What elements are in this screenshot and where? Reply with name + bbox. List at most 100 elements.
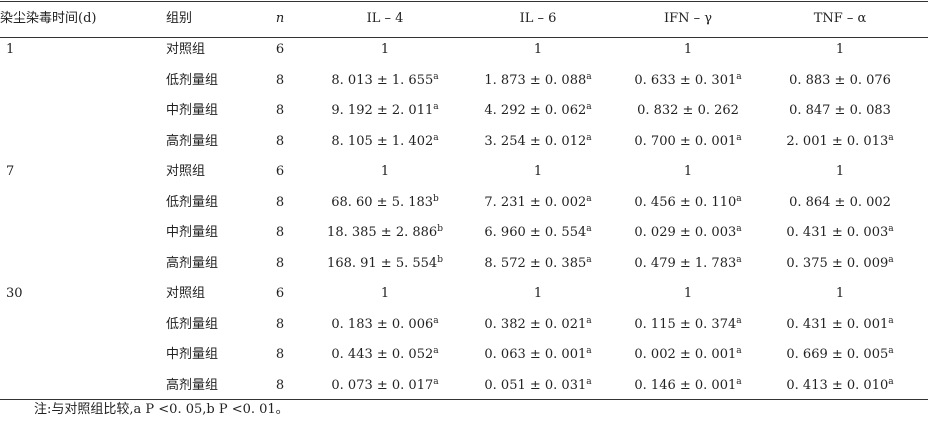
cell-value: 0. 431 ± 0. 003	[786, 225, 889, 240]
table-cell: 0. 115 ± 0. 374a	[634, 316, 741, 334]
table-cell: 8. 105 ± 1. 402a	[331, 133, 438, 151]
significance-mark: a	[433, 376, 439, 387]
table-cell: 高剂量组	[166, 133, 219, 149]
table-cell: 0. 669 ± 0. 005a	[786, 346, 893, 364]
significance-mark: a	[888, 254, 894, 265]
cell-value: 0. 413 ± 0. 010	[786, 377, 889, 393]
cell-value: 68. 60 ± 5. 183	[331, 194, 434, 210]
cell-value: 8. 105 ± 1. 402	[331, 133, 434, 149]
significance-mark: a	[736, 71, 742, 82]
table-cell: 68. 60 ± 5. 183b	[331, 194, 439, 212]
table-cell: 0. 864 ± 0. 002	[789, 194, 891, 210]
cell-value: 9. 192 ± 2. 011	[331, 103, 434, 118]
significance-mark: a	[888, 315, 894, 326]
cell-value: 0. 073 ± 0. 017	[331, 377, 434, 393]
table-cell: 0. 700 ± 0. 001a	[634, 133, 741, 151]
cell-value: 0. 669 ± 0. 005	[786, 347, 889, 362]
significance-mark: a	[433, 346, 439, 356]
significance-mark: a	[433, 102, 439, 112]
table-cell: 8	[275, 316, 285, 332]
cell-value: 8. 013 ± 1. 655	[331, 72, 434, 88]
significance-mark: a	[586, 102, 592, 112]
table-cell: 低剂量组	[166, 316, 219, 332]
significance-mark: a	[736, 224, 742, 234]
significance-mark: a	[888, 346, 894, 356]
header-cell: 组别	[166, 11, 193, 26]
cell-value: 3. 254 ± 0. 012	[484, 133, 587, 149]
cell-value: 168. 91 ± 5. 554	[327, 255, 438, 271]
significance-mark: a	[586, 315, 592, 326]
table-cell: 0. 183 ± 0. 006a	[331, 316, 438, 334]
significance-mark: b	[437, 224, 443, 234]
table-cell: 1	[533, 42, 543, 57]
table-cell: 1	[380, 164, 390, 179]
table-cell: 0. 073 ± 0. 017a	[331, 377, 438, 395]
table-cell: 0. 431 ± 0. 001a	[786, 316, 893, 334]
table-cell: 中剂量组	[166, 103, 219, 118]
table-cell: 8	[275, 72, 285, 88]
header-cell: IL – 6	[519, 11, 557, 26]
cell-value: 0. 633 ± 0. 301	[634, 72, 737, 88]
significance-mark: a	[736, 132, 742, 143]
table-cell: 8. 013 ± 1. 655a	[331, 72, 438, 90]
table-cell: 1	[380, 286, 390, 301]
cell-value: 8. 572 ± 0. 385	[484, 255, 587, 271]
table-cell: 1	[380, 42, 390, 57]
cell-value: 0. 456 ± 0. 110	[634, 194, 737, 210]
table-cell: 高剂量组	[166, 377, 219, 393]
cell-value: 0. 183 ± 0. 006	[331, 316, 434, 332]
significance-mark: a	[888, 132, 894, 143]
table-cell: 8	[275, 103, 285, 118]
table-cell: 8	[275, 255, 285, 271]
significance-mark: a	[433, 71, 439, 82]
cell-value: 0. 479 ± 1. 783	[634, 255, 737, 271]
cell-value: 7. 231 ± 0. 002	[484, 194, 587, 210]
header-cell: IFN – γ	[663, 11, 713, 26]
table-cell: 1	[835, 42, 845, 57]
significance-mark: a	[586, 132, 592, 143]
table-cell: 0. 431 ± 0. 003a	[786, 224, 893, 242]
table-cell: 8. 572 ± 0. 385a	[484, 255, 591, 273]
top-rule	[0, 1, 928, 2]
footnote: 注:与对照组比较,a P <0. 05,b P <0. 01。	[34, 402, 289, 417]
table-cell: 0. 443 ± 0. 052a	[331, 346, 438, 364]
cell-value: 0. 700 ± 0. 001	[634, 133, 737, 149]
significance-mark: a	[736, 346, 742, 356]
significance-mark: b	[437, 254, 443, 265]
table-cell: 对照组	[166, 164, 206, 179]
table-cell: 0. 382 ± 0. 021a	[484, 316, 591, 334]
table-cell: 低剂量组	[166, 72, 219, 88]
table-cell: 1	[683, 286, 693, 301]
table-cell: 高剂量组	[166, 255, 219, 271]
table-cell: 1	[533, 164, 543, 179]
cell-value: 0. 002 ± 0. 001	[634, 347, 737, 362]
time-cell: 7	[6, 164, 15, 179]
significance-mark: b	[433, 193, 439, 204]
table-cell: 0. 375 ± 0. 009a	[786, 255, 893, 273]
bottom-rule	[0, 399, 928, 400]
header-rule	[0, 37, 928, 38]
table-cell: 2. 001 ± 0. 013a	[786, 133, 893, 151]
significance-mark: a	[736, 193, 742, 204]
table-cell: 0. 832 ± 0. 262	[637, 103, 739, 118]
significance-mark: a	[736, 254, 742, 265]
table-cell: 6	[275, 164, 285, 179]
table-cell: 7. 231 ± 0. 002a	[484, 194, 591, 212]
table-cell: 0. 633 ± 0. 301a	[634, 72, 741, 90]
table-cell: 0. 051 ± 0. 031a	[484, 377, 591, 395]
significance-mark: a	[736, 376, 742, 387]
header-cell: n	[275, 11, 285, 26]
table-cell: 3. 254 ± 0. 012a	[484, 133, 591, 151]
cell-value: 2. 001 ± 0. 013	[786, 133, 889, 149]
table-cell: 18. 385 ± 2. 886b	[327, 224, 443, 242]
cell-value: 6. 960 ± 0. 554	[484, 225, 587, 240]
table-cell: 4. 292 ± 0. 062a	[484, 102, 591, 120]
table-cell: 1	[533, 286, 543, 301]
table-cell: 8	[275, 225, 285, 240]
table-cell: 中剂量组	[166, 347, 219, 362]
significance-mark: a	[586, 254, 592, 265]
table-cell: 0. 146 ± 0. 001a	[634, 377, 741, 395]
table-cell: 1	[683, 164, 693, 179]
table-cell: 8	[275, 194, 285, 210]
table-cell: 对照组	[166, 286, 206, 301]
